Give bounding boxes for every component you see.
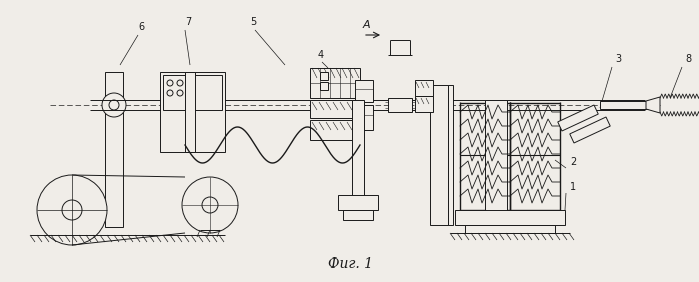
Bar <box>455 210 565 225</box>
Bar <box>448 85 453 225</box>
Text: 6: 6 <box>138 22 144 32</box>
Bar <box>355 80 373 102</box>
Circle shape <box>109 100 119 110</box>
Bar <box>355 105 373 130</box>
Polygon shape <box>558 105 598 131</box>
Text: 2: 2 <box>570 157 576 167</box>
Bar <box>388 98 412 112</box>
Bar <box>338 195 378 210</box>
Bar <box>415 96 433 112</box>
Circle shape <box>102 93 126 117</box>
Bar <box>320 72 328 80</box>
Circle shape <box>182 177 238 233</box>
Text: Фиг. 1: Фиг. 1 <box>328 257 373 271</box>
Text: 8: 8 <box>685 54 691 64</box>
Bar <box>105 72 123 227</box>
Circle shape <box>167 80 173 86</box>
Circle shape <box>62 200 82 220</box>
Bar <box>320 82 328 90</box>
Circle shape <box>37 175 107 245</box>
Bar <box>343 210 373 220</box>
Bar <box>160 72 225 152</box>
Circle shape <box>177 90 183 96</box>
Bar <box>352 100 364 200</box>
Bar <box>430 85 448 225</box>
Bar <box>465 225 555 233</box>
Text: 4: 4 <box>318 50 324 60</box>
Bar <box>415 80 433 96</box>
Circle shape <box>167 90 173 96</box>
Bar <box>310 120 360 140</box>
Text: 7: 7 <box>185 17 192 27</box>
Bar <box>310 100 360 118</box>
Polygon shape <box>646 97 660 113</box>
Text: 3: 3 <box>615 54 621 64</box>
Bar <box>163 75 222 110</box>
Polygon shape <box>570 117 610 143</box>
Circle shape <box>177 80 183 86</box>
Bar <box>485 100 507 215</box>
Bar <box>185 72 195 152</box>
Bar <box>600 101 650 109</box>
Text: А: А <box>363 20 370 30</box>
Bar <box>310 68 360 98</box>
Circle shape <box>202 197 218 213</box>
Text: 5: 5 <box>250 17 257 27</box>
Text: 1: 1 <box>570 182 576 192</box>
